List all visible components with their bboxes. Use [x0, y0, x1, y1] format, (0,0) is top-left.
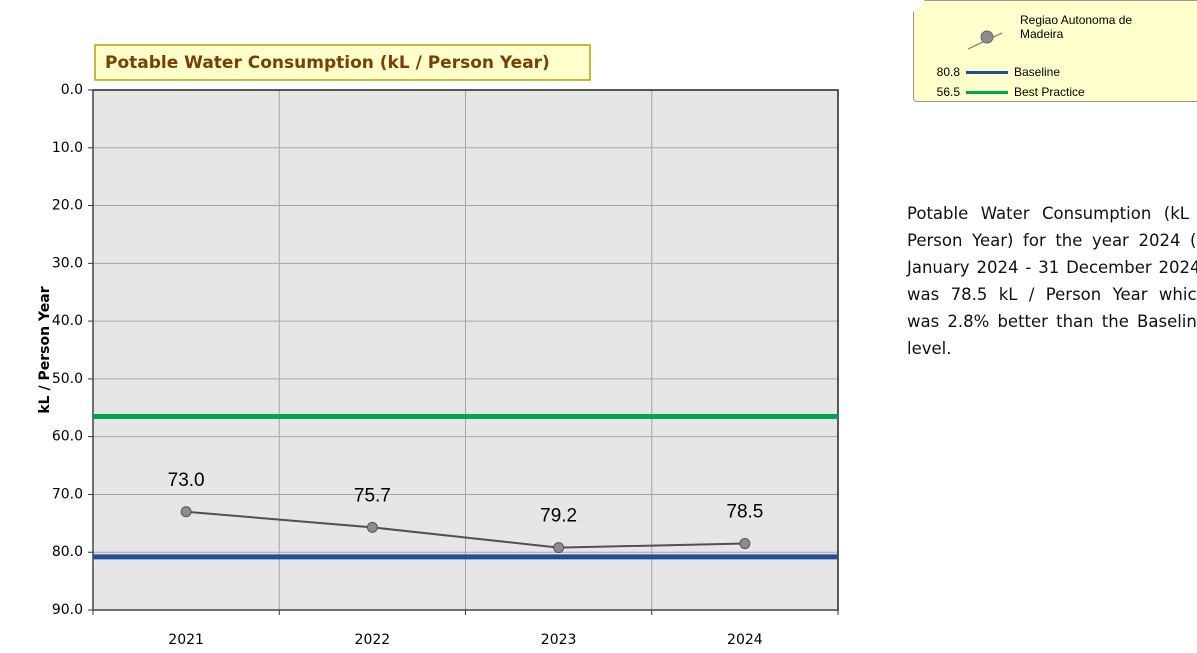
y-tick-label: 90.0 — [52, 602, 83, 618]
point — [366, 521, 378, 533]
data-label: 75.7 — [354, 485, 391, 506]
legend-marker — [967, 30, 1003, 50]
legend-value: 56.5 — [936, 85, 960, 99]
legend-row: 56.5 Best Practice — [914, 85, 1085, 99]
y-tick-label: 50.0 — [52, 371, 83, 387]
legend-label: Baseline — [1014, 65, 1061, 79]
x-tick-label: 2024 — [727, 632, 763, 648]
legend-value: 80.8 — [936, 65, 960, 79]
point — [180, 506, 192, 518]
legend-label: Best Practice — [1014, 85, 1085, 99]
data-label: 79.2 — [540, 506, 577, 527]
legend-label: Regiao Autonoma de Madeira — [1020, 13, 1133, 41]
legend-swatch — [966, 70, 1008, 74]
x-tick-label: 2023 — [541, 632, 577, 648]
y-tick-label: 80.0 — [52, 544, 83, 560]
legend-swatch — [966, 90, 1008, 94]
y-tick-label: 70.0 — [52, 486, 83, 502]
data-label: 73.0 — [168, 470, 205, 491]
series-line — [186, 510, 745, 549]
point — [553, 542, 565, 554]
y-tick-label: 20.0 — [52, 198, 83, 214]
data-label: 78.5 — [726, 502, 763, 523]
chart: Potable Water Consumption (kL / Person Y… — [37, 44, 839, 648]
chart-title: Potable Water Consumption (kL / Person Y… — [105, 53, 550, 73]
x-tick-label: 2022 — [355, 632, 391, 648]
y-tick-label: 60.0 — [52, 429, 83, 445]
legend-dot — [980, 30, 994, 44]
legend-row: 80.8 Baseline — [914, 65, 1060, 79]
y-tick-label: 0.0 — [61, 82, 83, 98]
description: Potable Water Consumption (kL / Person Y… — [907, 204, 1197, 358]
y-tick-label: 10.0 — [52, 140, 83, 156]
y-axis-label: kL / Person Year — [37, 286, 53, 413]
x-tick-label: 2021 — [168, 632, 204, 648]
y-tick-label: 40.0 — [52, 313, 83, 329]
point — [739, 538, 751, 550]
y-tick-label: 30.0 — [52, 255, 83, 271]
legend: Regiao Autonoma de Madeira 80.8 Baseline… — [913, 0, 1197, 102]
title-box — [94, 44, 591, 81]
